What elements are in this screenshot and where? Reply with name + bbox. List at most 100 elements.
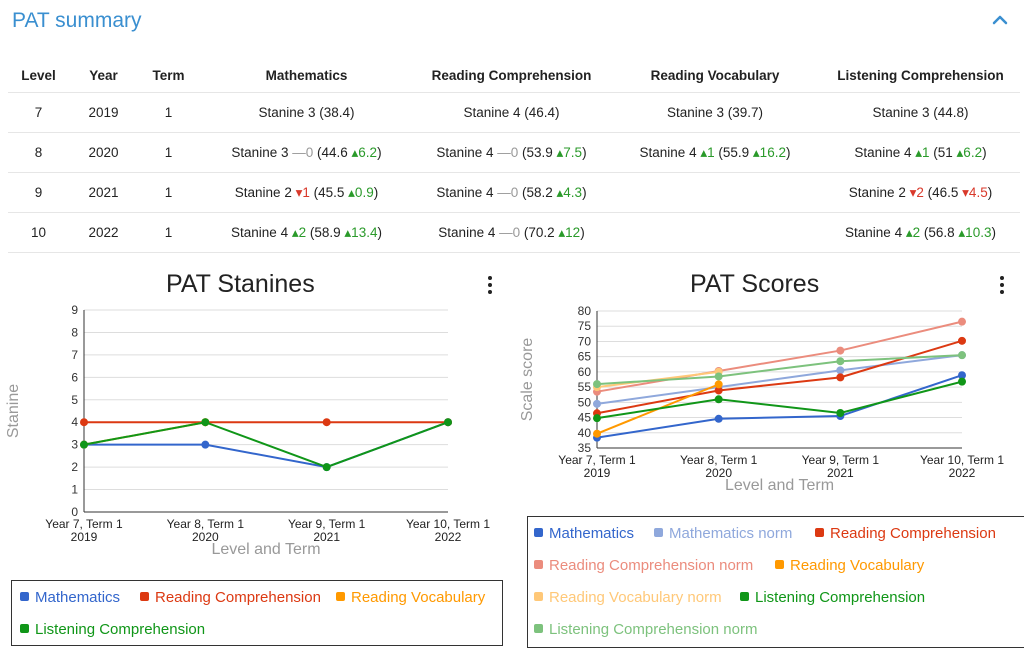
data-point [201, 440, 210, 449]
score-close: ) [987, 184, 993, 200]
result-cell: Stanine 4 ▴2 (58.9 ▴13.4) [199, 212, 414, 253]
column-header: Reading Vocabulary [650, 67, 780, 83]
table-row: 9 2021 1 Stanine 2 ▾1 (45.5 ▴0.9) Stanine 4 … [8, 172, 1020, 213]
score-close: ) [582, 144, 587, 160]
data-point [444, 418, 452, 427]
stanine-text: Stanine 4 [436, 184, 498, 200]
stanine-text: Stanine 2 [234, 184, 296, 200]
legend-item[interactable]: Reading Comprehension [815, 525, 996, 542]
y-tick-label: 2 [71, 460, 78, 474]
legend-item[interactable]: Reading Vocabulary norm [534, 589, 722, 606]
legend-swatch [140, 592, 149, 601]
y-tick-label: 40 [578, 426, 592, 440]
x-tick-label: Year 10, Term 1 [406, 517, 490, 531]
legend-swatch [20, 624, 29, 633]
stanine-text: Stanine 3 [231, 144, 293, 160]
stanine-change: ▴2 [905, 224, 921, 240]
score-text: (45.5 [309, 184, 349, 200]
score-change: ▴13.4 [344, 224, 378, 240]
term-cell: 1 [138, 212, 199, 253]
legend-swatch [775, 560, 784, 569]
year-cell: 2022 [69, 212, 138, 253]
legend-item[interactable]: Listening Comprehension [20, 621, 205, 638]
score-text: (70.2 [520, 224, 559, 240]
year-cell: 2021 [69, 172, 138, 213]
score-text: (51 [929, 144, 957, 160]
column-header: Term [152, 67, 185, 83]
result-cell: Stanine 4 ▴1 (51 ▴6.2) [821, 132, 1020, 173]
y-tick-label: 65 [578, 350, 592, 364]
x-tick-label: Year 7, Term 1 [558, 453, 636, 467]
legend-swatch [336, 592, 345, 601]
y-tick-label: 1 [71, 483, 78, 497]
legend-item[interactable]: Reading Comprehension [140, 589, 321, 606]
stanine-text: Stanine 4 [854, 144, 916, 160]
legend-item[interactable]: Reading Vocabulary [336, 589, 485, 606]
column-header: Reading Comprehension [431, 67, 592, 83]
level-cell: 8 [8, 132, 69, 173]
result-cell: Stanine 3 (38.4) [199, 92, 414, 133]
score-close: ) [582, 184, 587, 200]
x-axis-title: Level and Term [725, 477, 834, 494]
legend-swatch [20, 592, 29, 601]
legend-item[interactable]: Reading Vocabulary [775, 557, 924, 574]
legend-swatch [740, 592, 749, 601]
result-cell: Stanine 4 —0 (53.9 ▴7.5) [414, 132, 609, 173]
result-cell: Stanine 4 —0 (70.2 ▴12) [414, 212, 609, 253]
result-cell: Stanine 4 ▴1 (55.9 ▴16.2) [609, 132, 821, 173]
level-cell: 9 [8, 172, 69, 213]
data-point [958, 371, 966, 380]
term-cell: 1 [138, 132, 199, 173]
legend-item[interactable]: Mathematics norm [654, 525, 792, 542]
score-change: ▴12 [558, 224, 581, 240]
legend-item[interactable]: Mathematics [20, 589, 120, 606]
y-axis-title: Scale score [519, 338, 536, 422]
legend-label: Reading Comprehension [155, 589, 321, 606]
data-point [714, 380, 723, 389]
score-close: ) [785, 144, 791, 160]
scores-chart-title: PAT Scores [690, 270, 820, 298]
x-tick-label: 2020 [192, 530, 219, 544]
collapse-button[interactable] [990, 10, 1010, 30]
series-line [596, 374, 963, 439]
y-tick-label: 75 [578, 319, 592, 333]
score-text: (44.6 [313, 144, 352, 160]
result-cell: Stanine 4 (46.4) [414, 92, 609, 133]
stanine-text: Stanine 4 [231, 224, 292, 240]
data-point [958, 317, 966, 326]
stanine-change: ▾1 [295, 184, 310, 200]
x-tick-label: Year 8, Term 1 [680, 453, 758, 467]
data-point [714, 386, 723, 395]
pat-summary-header: PAT summary [0, 0, 1024, 44]
stanine-change: ▾2 [909, 184, 924, 200]
stanines-menu-icon[interactable] [485, 276, 495, 294]
stanine-change: ▴1 [915, 144, 930, 160]
result-cell: Stanine 2 ▾2 (46.5 ▾4.5) [821, 172, 1020, 213]
column-header: Mathematics [265, 67, 348, 83]
series-line [596, 380, 963, 420]
result-cell [609, 212, 821, 253]
y-tick-label: 35 [578, 441, 592, 455]
legend-swatch [534, 624, 543, 633]
score-close: ) [377, 224, 382, 240]
data-point [593, 429, 601, 438]
result-cell [609, 172, 821, 213]
score-change: ▴4.3 [556, 184, 583, 200]
legend-item[interactable]: Mathematics [534, 525, 634, 542]
scores-menu-icon[interactable] [997, 276, 1007, 294]
legend-item[interactable]: Listening Comprehension norm [534, 621, 757, 638]
legend-item[interactable]: Listening Comprehension [740, 589, 925, 606]
stanine-change: ▴2 [291, 224, 307, 240]
legend-label: Mathematics norm [669, 525, 793, 542]
legend-label: Reading Vocabulary norm [549, 589, 722, 606]
legend-item[interactable]: Reading Comprehension norm [534, 557, 753, 574]
data-point [836, 357, 845, 366]
result-cell: Stanine 3 (44.8) [821, 92, 1020, 133]
score-change: ▾4.5 [962, 184, 988, 200]
y-tick-label: 0 [71, 505, 78, 519]
data-point [322, 463, 331, 472]
result-cell: Stanine 4 ▴2 (56.8 ▴10.3) [821, 212, 1020, 253]
stanine-text: Stanine 2 [848, 184, 910, 200]
result-cell: Stanine 3 —0 (44.6 ▴6.2) [199, 132, 414, 173]
